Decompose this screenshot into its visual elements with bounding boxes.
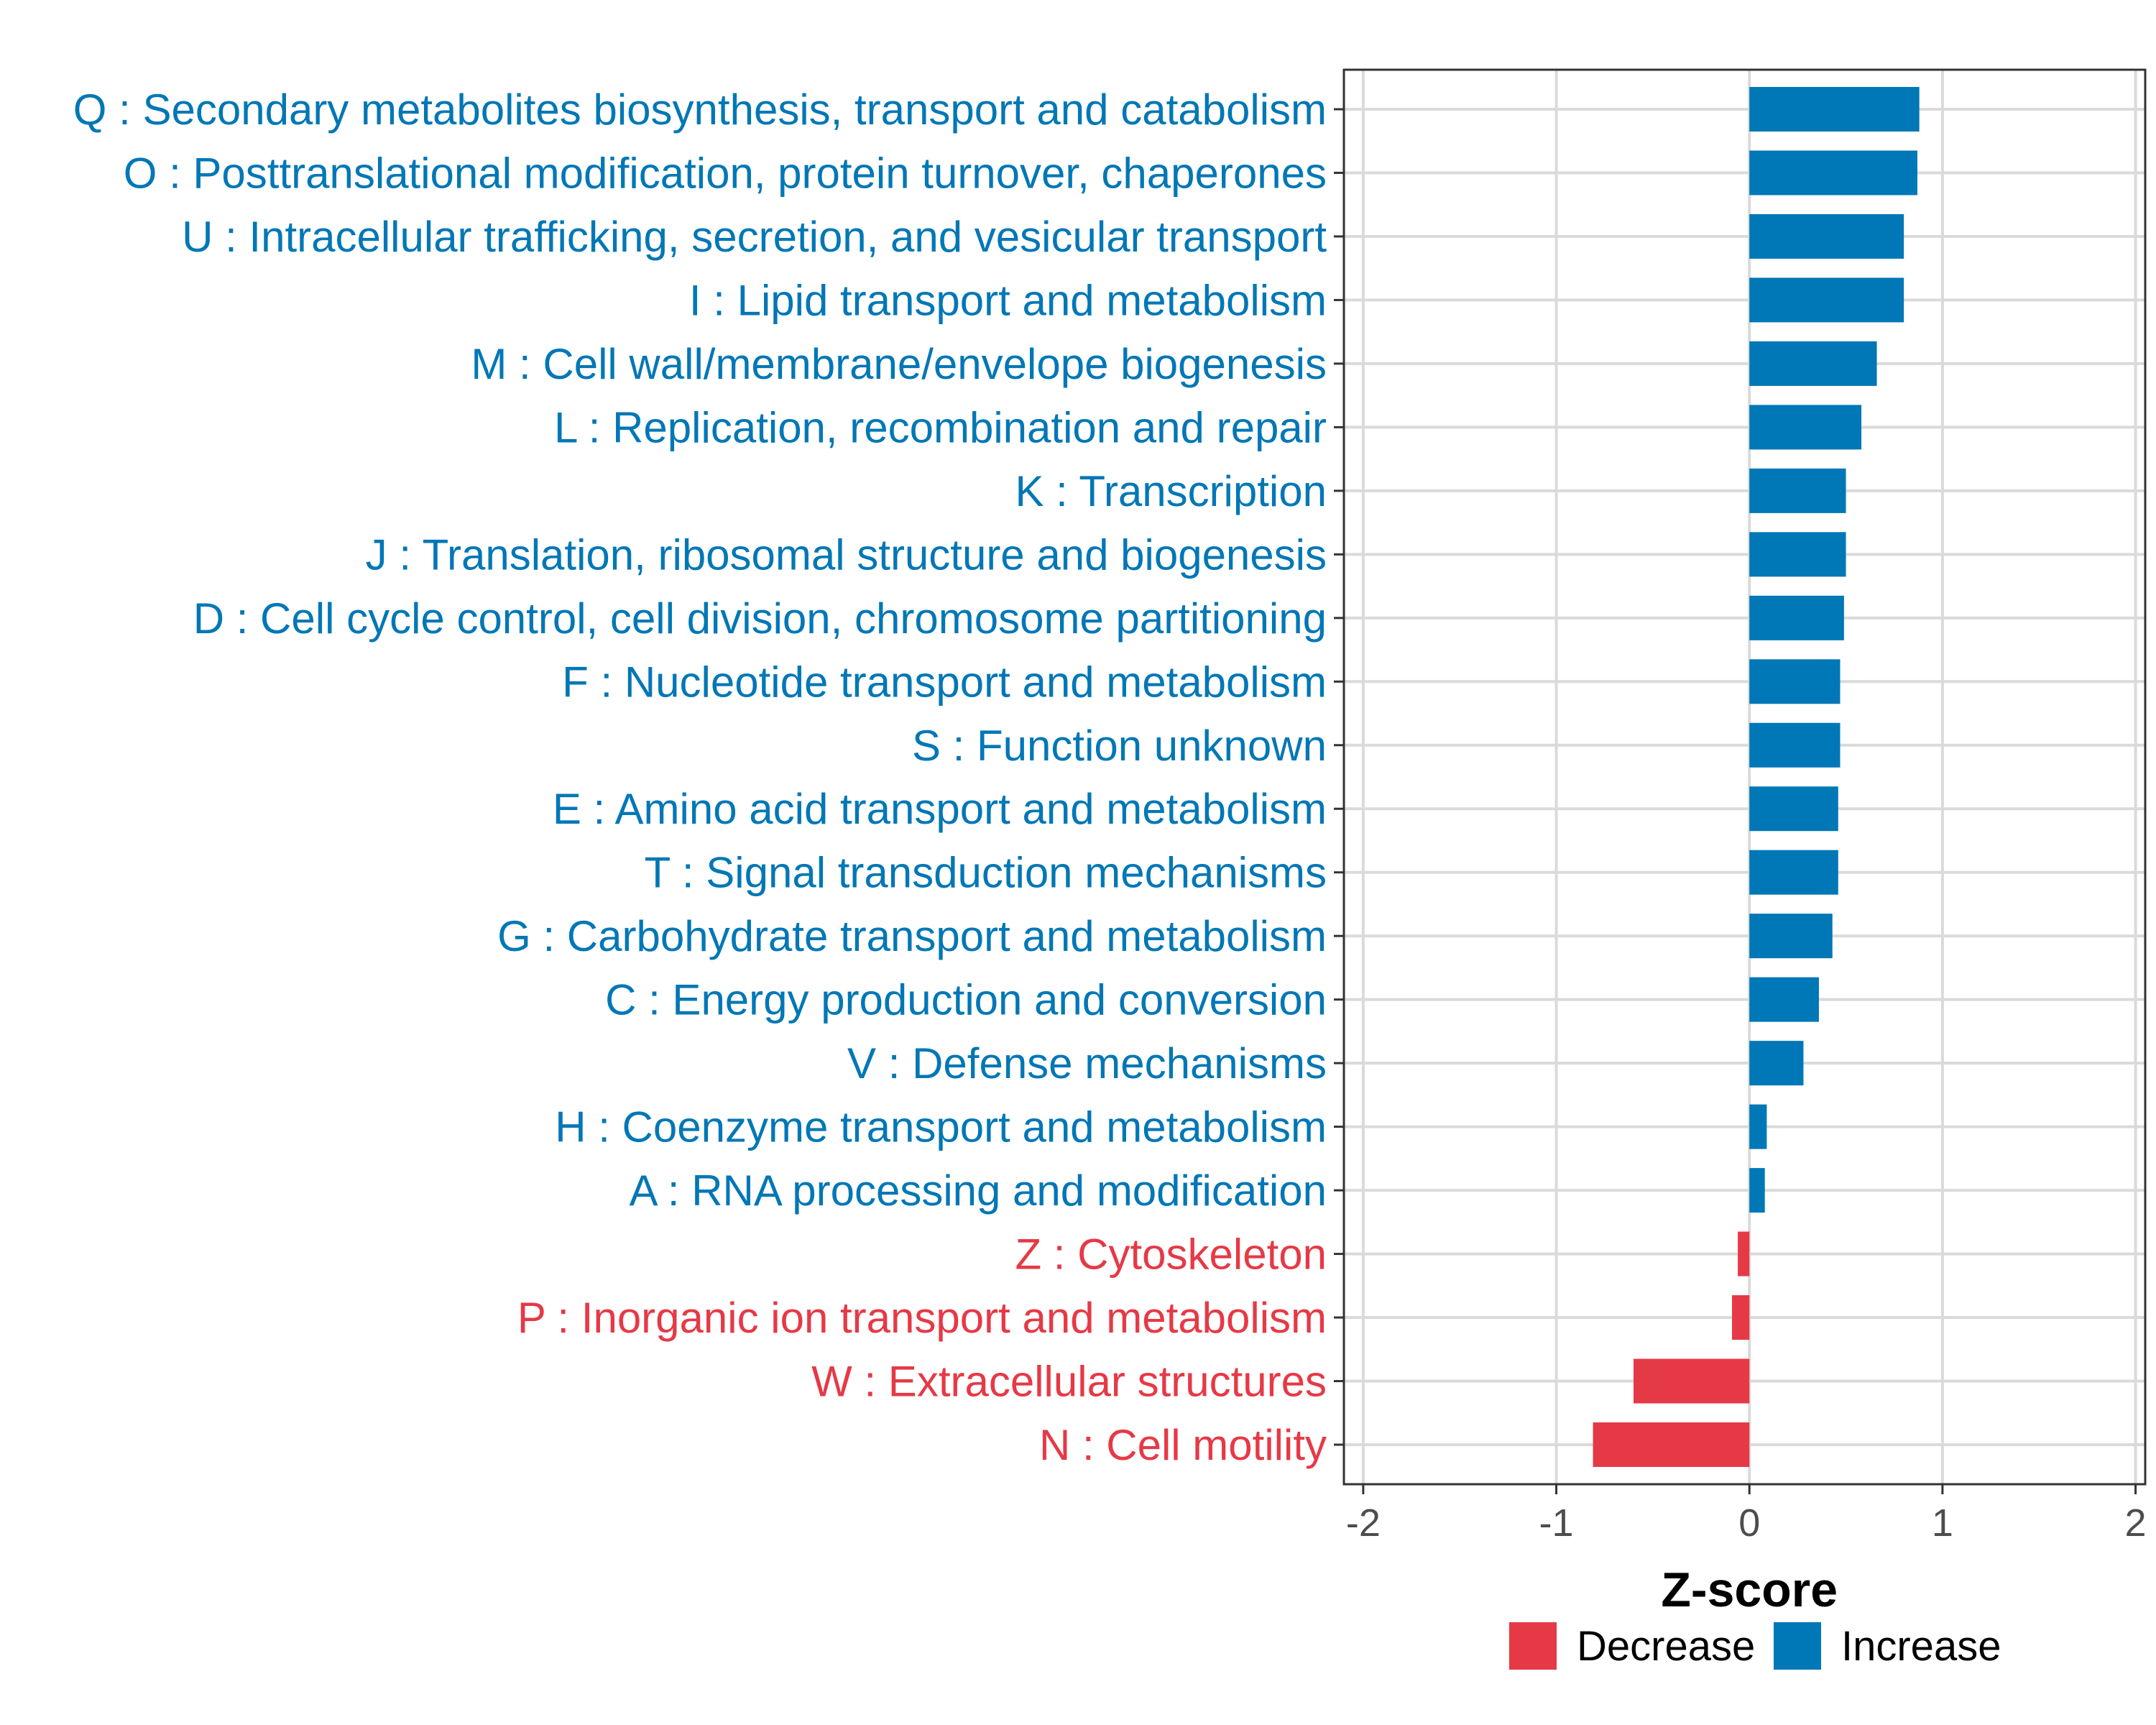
category-label: Q : Secondary metabolites biosynthesis, … xyxy=(73,86,1327,134)
legend: Decrease Increase xyxy=(1509,1622,2001,1670)
x-tick-label: 1 xyxy=(1932,1501,1953,1545)
category-label: K : Transcription xyxy=(1015,467,1327,515)
bar-e xyxy=(1749,786,1838,832)
category-label: P : Inorganic ion transport and metaboli… xyxy=(517,1294,1327,1342)
x-axis-title: Z-score xyxy=(1661,1563,1838,1617)
bar-h xyxy=(1749,1104,1767,1149)
x-tick-label: 0 xyxy=(1738,1501,1760,1545)
bar-m xyxy=(1749,341,1877,386)
bar-t xyxy=(1749,850,1838,895)
bar-f xyxy=(1749,659,1841,704)
legend-swatch-decrease xyxy=(1509,1622,1557,1670)
category-labels: Q : Secondary metabolites biosynthesis, … xyxy=(73,86,1327,1469)
x-tick-label: -1 xyxy=(1539,1501,1574,1545)
bar-g xyxy=(1749,914,1833,959)
bar-w xyxy=(1634,1358,1750,1404)
category-label: Z : Cytoskeleton xyxy=(1015,1230,1327,1279)
category-label: F : Nucleotide transport and metabolism xyxy=(562,658,1327,706)
category-label: J : Translation, ribosomal structure and… xyxy=(366,530,1327,579)
bar-u xyxy=(1749,213,1904,259)
category-label: N : Cell motility xyxy=(1039,1421,1327,1469)
bar-p xyxy=(1732,1295,1750,1340)
category-label: D : Cell cycle control, cell division, c… xyxy=(193,594,1327,643)
bar-d xyxy=(1749,595,1844,640)
category-label: S : Function unknown xyxy=(912,722,1327,770)
category-label: G : Carbohydrate transport and metabolis… xyxy=(497,912,1327,960)
category-label: V : Defense mechanisms xyxy=(847,1039,1327,1087)
legend-label-decrease: Decrease xyxy=(1577,1623,1755,1670)
x-tick-label: 2 xyxy=(2125,1501,2147,1545)
legend-swatch-increase xyxy=(1774,1622,1821,1670)
bar-k xyxy=(1749,468,1846,513)
bar-c xyxy=(1749,977,1819,1022)
legend-label-increase: Increase xyxy=(1841,1623,2001,1670)
category-label: H : Coenzyme transport and metabolism xyxy=(555,1103,1327,1151)
bars xyxy=(1593,87,1920,1467)
x-tick-label: -2 xyxy=(1346,1501,1381,1545)
category-label: M : Cell wall/membrane/envelope biogenes… xyxy=(471,340,1327,388)
category-label: A : RNA processing and modification xyxy=(629,1167,1327,1215)
bar-v xyxy=(1749,1041,1804,1086)
bar-a xyxy=(1749,1168,1765,1213)
category-label: O : Posttranslational modification, prot… xyxy=(124,149,1327,197)
y-axis-ticks xyxy=(1334,108,1344,1446)
plot-panel-border xyxy=(1342,68,2147,1486)
category-label: E : Amino acid transport and metabolism xyxy=(553,785,1327,833)
category-label: W : Extracellular structures xyxy=(811,1358,1327,1406)
x-axis-ticks xyxy=(1362,1484,2137,1494)
category-label: T : Signal transduction mechanisms xyxy=(645,849,1327,897)
bar-j xyxy=(1749,532,1846,577)
category-label: U : Intracellular trafficking, secretion… xyxy=(182,213,1327,261)
bar-n xyxy=(1593,1422,1750,1467)
bar-q xyxy=(1749,87,1920,132)
bar-s xyxy=(1749,722,1841,768)
x-axis-tick-labels: -2 -1 0 1 2 xyxy=(1346,1501,2147,1545)
bar-o xyxy=(1749,150,1917,196)
bar-l xyxy=(1749,405,1862,450)
category-label: I : Lipid transport and metabolism xyxy=(689,276,1327,324)
category-label: L : Replication, recombination and repai… xyxy=(554,403,1327,451)
bar-i xyxy=(1749,277,1904,323)
category-label: C : Energy production and conversion xyxy=(605,976,1327,1024)
bar-z xyxy=(1738,1231,1750,1276)
